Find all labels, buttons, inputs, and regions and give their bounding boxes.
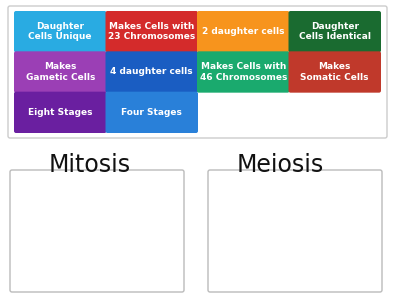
Text: Eight Stages: Eight Stages	[28, 108, 92, 117]
FancyBboxPatch shape	[14, 11, 106, 52]
Text: Daughter
Cells Unique: Daughter Cells Unique	[28, 22, 92, 41]
FancyBboxPatch shape	[288, 51, 381, 93]
Text: Mitosis: Mitosis	[49, 153, 131, 177]
Text: 2 daughter cells: 2 daughter cells	[202, 27, 284, 36]
FancyBboxPatch shape	[106, 11, 198, 52]
Text: Makes
Somatic Cells: Makes Somatic Cells	[300, 62, 369, 82]
Text: Makes Cells with
23 Chromosomes: Makes Cells with 23 Chromosomes	[108, 22, 195, 41]
FancyBboxPatch shape	[288, 11, 381, 52]
FancyBboxPatch shape	[106, 92, 198, 133]
Text: Meiosis: Meiosis	[236, 153, 324, 177]
Text: 4 daughter cells: 4 daughter cells	[110, 68, 193, 76]
Text: Makes Cells with
46 Chromosomes: Makes Cells with 46 Chromosomes	[200, 62, 287, 82]
Text: Four Stages: Four Stages	[121, 108, 182, 117]
FancyBboxPatch shape	[197, 11, 290, 52]
FancyBboxPatch shape	[197, 51, 290, 93]
Text: Makes
Gametic Cells: Makes Gametic Cells	[26, 62, 95, 82]
FancyBboxPatch shape	[106, 51, 198, 93]
FancyBboxPatch shape	[8, 6, 387, 138]
FancyBboxPatch shape	[14, 92, 106, 133]
Text: Daughter
Cells Identical: Daughter Cells Identical	[299, 22, 371, 41]
FancyBboxPatch shape	[10, 170, 184, 292]
FancyBboxPatch shape	[14, 51, 106, 93]
FancyBboxPatch shape	[208, 170, 382, 292]
